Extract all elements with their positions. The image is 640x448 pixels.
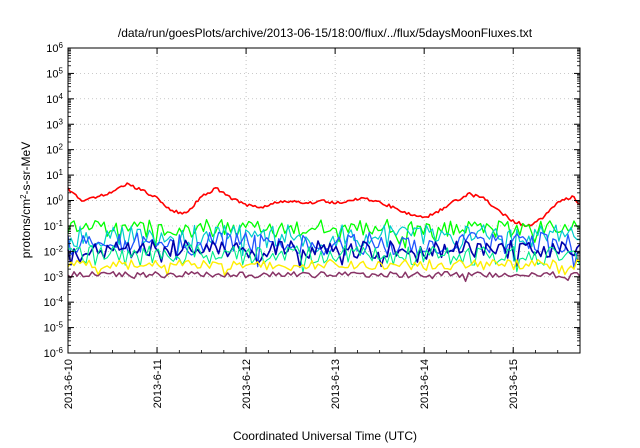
y-tick-label: 105 bbox=[46, 66, 63, 81]
y-axis-label: protons/cm2-s-sr-MeV bbox=[19, 142, 34, 258]
y-tick-label: 104 bbox=[46, 91, 63, 106]
y-axis-label-units: -s-sr-MeV bbox=[19, 142, 33, 195]
series-line-2 bbox=[67, 218, 581, 249]
x-tick-label: 2013-6-15 bbox=[508, 359, 520, 409]
y-tick-label: 101 bbox=[46, 168, 63, 183]
x-axis-label: Coordinated Universal Time (UTC) bbox=[233, 429, 417, 443]
x-tick-label: 2013-6-13 bbox=[330, 359, 342, 409]
x-tick-label: 2013-6-12 bbox=[241, 359, 253, 409]
y-axis-label-exponent: 2 bbox=[19, 194, 28, 199]
series-line-1 bbox=[67, 182, 581, 227]
chart-title: /data/run/goesPlots/archive/2013-06-15/1… bbox=[118, 26, 533, 40]
y-axis-label-main: protons/cm bbox=[19, 199, 33, 258]
y-tick-label: 100 bbox=[46, 193, 63, 208]
series-line-8 bbox=[67, 270, 581, 283]
x-tick-label: 2013-6-10 bbox=[63, 359, 75, 409]
y-tick-label: 10-3 bbox=[44, 269, 64, 284]
x-tick-label: 2013-6-14 bbox=[419, 359, 431, 409]
series-line-5 bbox=[67, 239, 581, 269]
y-tick-label: 10-1 bbox=[44, 218, 64, 233]
y-tick-label: 102 bbox=[46, 142, 63, 157]
x-axis: 2013-6-10 2013-6-11 2013-6-12 2013-6-13 2013… bbox=[63, 48, 581, 409]
series-line-7 bbox=[67, 258, 581, 277]
y-tick-label: 10-2 bbox=[44, 244, 64, 258]
grid bbox=[67, 48, 580, 353]
y-tick-label: 106 bbox=[46, 41, 63, 56]
y-tick-label: 10-6 bbox=[44, 346, 64, 361]
y-tick-label: 103 bbox=[46, 117, 63, 132]
plot-area bbox=[67, 182, 581, 283]
y-tick-label: 10-5 bbox=[44, 320, 64, 335]
y-axis: 10-6 10-5 10-4 10-3 10-2 10-1 100 101 102 103 104 1… bbox=[44, 41, 580, 361]
x-tick-label: 2013-6-11 bbox=[152, 359, 164, 408]
y-tick-label: 10-4 bbox=[44, 295, 64, 310]
